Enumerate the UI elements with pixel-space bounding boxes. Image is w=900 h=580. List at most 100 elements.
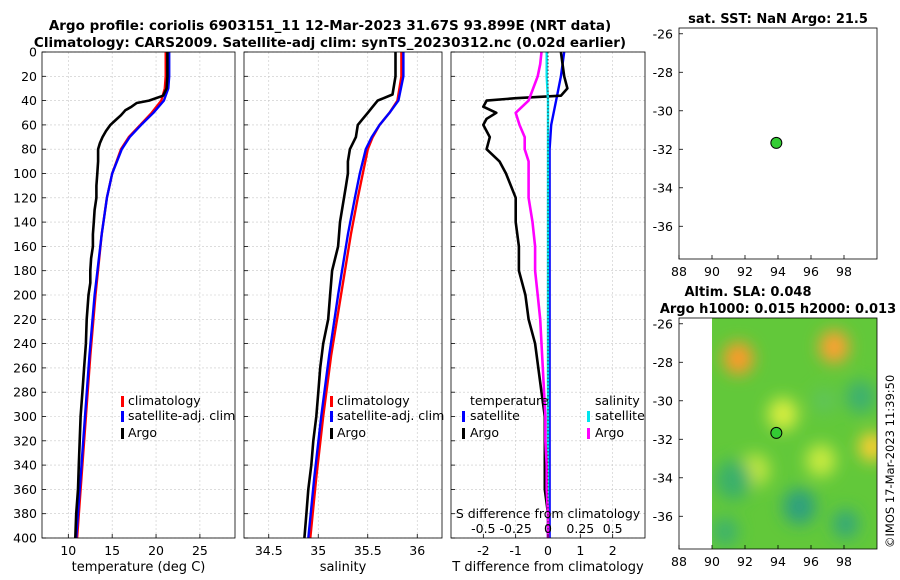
- map-x-tick-label: 88: [671, 554, 687, 569]
- s-difference-tick-label: 0.5: [603, 521, 623, 536]
- y-tick-label: 280: [13, 385, 37, 400]
- y-tick-label: 300: [13, 409, 37, 424]
- map-y-tick-label: -34: [653, 470, 673, 485]
- x-tick-label: -1: [509, 543, 521, 558]
- difference-panel: -2 -1 0 1 2 T difference from climatology S …: [450, 51, 646, 575]
- chart-title-line2: Climatology: CARS2009. Satellite-adj cli…: [34, 35, 626, 51]
- map-x-tick-label: 94: [770, 264, 786, 279]
- legend-swatch-temp-argo: [462, 428, 465, 439]
- map-y-tick-label: -34: [653, 180, 673, 195]
- legend-title-salinity: salinity: [595, 393, 640, 408]
- s-difference-tick-label: -0.25: [499, 521, 531, 536]
- y-tick-label: 180: [13, 263, 37, 278]
- difference-xlabel: T difference from climatology: [451, 560, 644, 575]
- argo-location-marker: [770, 136, 783, 149]
- y-tick-label: 400: [13, 531, 37, 546]
- y-tick-label: 320: [13, 433, 37, 448]
- imos-credit: ©IMOS 17-Mar-2023 11:39:50: [883, 375, 897, 548]
- x-tick-label: 34.5: [255, 543, 283, 558]
- legend-label-climatology: climatology: [128, 393, 201, 408]
- salinity-xlabel: salinity: [320, 560, 367, 575]
- map-y-tick-label: -26: [653, 316, 673, 331]
- y-tick-label: 380: [13, 506, 37, 521]
- sla-map-title-line2: Argo h1000: 0.015 h2000: 0.013: [660, 302, 896, 317]
- salinity-axes-frame: [243, 51, 443, 539]
- sla-anomaly-blob: [812, 388, 836, 414]
- chart-title-line1: Argo profile: coriolis 6903151_11 12-Mar…: [49, 18, 611, 34]
- y-tick-label: 20: [21, 69, 37, 84]
- sla-anomaly-blob: [819, 330, 849, 364]
- x-tick-label: 25: [192, 543, 208, 558]
- y-tick-label: 100: [13, 166, 37, 181]
- series-line-climatology: [309, 52, 403, 539]
- map-x-tick-label: 98: [836, 264, 852, 279]
- sla-anomaly-blob: [845, 380, 876, 414]
- series-line-salinity-argo: [514, 51, 550, 538]
- map-y-tick-label: -30: [653, 393, 673, 408]
- s-difference-tick-label: 0: [544, 521, 552, 536]
- argo-location-marker: [770, 426, 783, 439]
- y-tick-label: 0: [29, 45, 37, 60]
- x-tick-label: 35: [310, 543, 326, 558]
- map-x-tick-label: 96: [803, 554, 819, 569]
- difference-axes-frame: [450, 51, 646, 539]
- salinity-panel: 34.5 35 35.5 36 salinity climatology satell…: [243, 51, 444, 575]
- sla-anomaly-blob: [858, 432, 877, 462]
- map-x-tick-label: 90: [704, 264, 720, 279]
- temperature-axes-frame: [41, 51, 236, 539]
- y-tick-label: 340: [13, 458, 37, 473]
- y-tick-label: 260: [13, 360, 37, 375]
- sst-map-title: sat. SST: NaN Argo: 21.5: [688, 12, 868, 27]
- legend-label-sal-argo: Argo: [595, 425, 624, 440]
- sla-anomaly-blob: [782, 488, 816, 525]
- y-tick-label: 60: [21, 117, 37, 132]
- y-tick-label: 40: [21, 93, 37, 108]
- map-y-tick-label: -36: [653, 219, 673, 234]
- map-y-tick-label: -26: [653, 26, 673, 41]
- legend-swatch-sal-satellite: [587, 411, 590, 422]
- series-line-satellite-adj-clim: [307, 52, 405, 539]
- y-tick-label: 200: [13, 288, 37, 303]
- series-line-salinity-satellite: [545, 52, 550, 538]
- temperature-xlabel: temperature (deg C): [72, 560, 206, 575]
- legend-swatch-satellite-adj: [121, 411, 124, 422]
- difference-legend: temperature satellite Argo salinity sate…: [462, 393, 645, 440]
- legend-label-satellite-adj: satellite-adj. clim: [337, 408, 444, 423]
- series-line-argo: [74, 52, 169, 539]
- sla-anomaly-blob: [806, 444, 836, 477]
- legend-title-temperature: temperature: [470, 393, 549, 408]
- x-tick-label: 15: [104, 543, 120, 558]
- sla-map-panel: Altim. SLA: 0.048 Argo h1000: 0.015 h200…: [653, 285, 897, 569]
- sla-anomaly-blob: [715, 459, 752, 500]
- sla-anomaly-blob: [712, 517, 739, 547]
- x-tick-label: 20: [148, 543, 164, 558]
- sla-anomaly-blob: [723, 342, 754, 375]
- sla-map-frame: [678, 317, 878, 550]
- sla-anomaly-blob: [768, 397, 798, 431]
- y-tick-label: 240: [13, 336, 37, 351]
- temperature-legend: climatology satellite-adj. clim Argo: [121, 393, 235, 440]
- x-tick-label: 1: [576, 543, 584, 558]
- legend-swatch-argo: [121, 428, 124, 439]
- legend-label-argo: Argo: [337, 425, 366, 440]
- map-y-tick-label: -28: [653, 355, 673, 370]
- s-difference-tick-label: 0.25: [566, 521, 594, 536]
- map-y-tick-label: -28: [653, 65, 673, 80]
- x-tick-label: 2: [609, 543, 617, 558]
- x-tick-label: 35.5: [354, 543, 382, 558]
- x-tick-label: 0: [544, 543, 552, 558]
- legend-label-temp-satellite: satellite: [470, 408, 520, 423]
- y-tick-label: 140: [13, 215, 37, 230]
- map-y-tick-label: -36: [653, 509, 673, 524]
- legend-label-sal-satellite: satellite: [595, 408, 645, 423]
- y-tick-label: 160: [13, 239, 37, 254]
- legend-label-climatology: climatology: [337, 393, 410, 408]
- sla-anomaly-blob: [832, 509, 859, 539]
- legend-label-temp-argo: Argo: [470, 425, 499, 440]
- temperature-panel: 0 20 40 60 80 100 120 140 160 180 200 220 240 260 280 3…: [13, 45, 236, 575]
- s-difference-tick-label: -0.5: [471, 521, 495, 536]
- y-tick-label: 360: [13, 482, 37, 497]
- series-line-temperature-satellite: [548, 51, 566, 538]
- map-x-tick-label: 90: [704, 554, 720, 569]
